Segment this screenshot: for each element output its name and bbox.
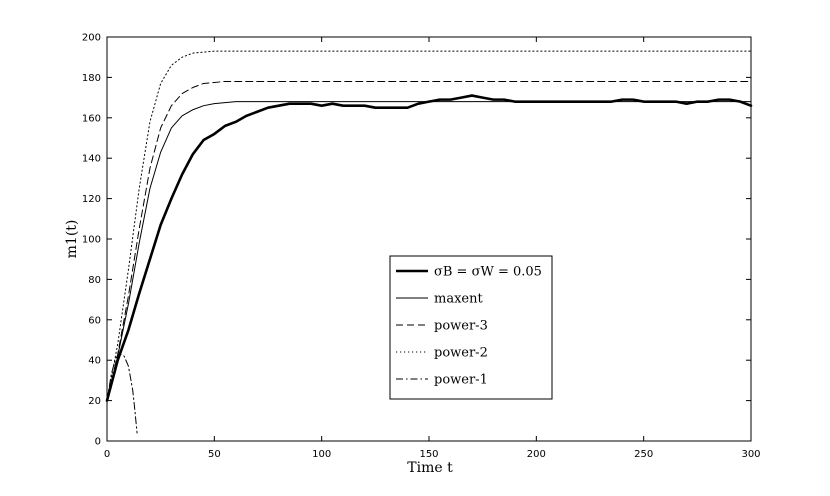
x-axis-label: Time t — [407, 460, 453, 476]
y-tick-label: 160 — [82, 113, 101, 124]
legend-box — [389, 255, 553, 400]
y-tick-label: 200 — [82, 33, 101, 44]
legend-entry-label: power-3 — [434, 319, 488, 334]
y-tick-label: 40 — [88, 356, 101, 367]
x-tick-label: 0 — [104, 449, 110, 460]
x-tick-label: 100 — [312, 449, 331, 460]
series-line-b-w-0-05 — [105, 94, 753, 402]
legend-entry-label: maxent — [434, 292, 483, 307]
x-tick-label: 50 — [208, 449, 221, 460]
x-tick-label: 200 — [527, 449, 546, 460]
y-tick-label: 120 — [82, 194, 101, 205]
y-tick-label: 0 — [95, 437, 101, 448]
y-tick-label: 20 — [88, 396, 101, 407]
legend-entry-label: σB = σW = 0.05 — [434, 265, 542, 280]
series-layer — [105, 50, 753, 434]
legend-entry-label: power-2 — [434, 346, 488, 361]
x-tick-label: 150 — [419, 449, 438, 460]
y-tick-label: 60 — [88, 315, 101, 326]
series-line-power-2 — [106, 50, 752, 402]
series-line-maxent — [106, 101, 752, 402]
y-axis-label: m1(t) — [64, 220, 80, 259]
y-tick-label: 180 — [82, 73, 101, 84]
axis-ticks: 0 50 100 150 200 250 300 0 20 40 60 80 100 120 140 160 1… — [82, 33, 761, 461]
legend-entry-label: power-1 — [434, 373, 488, 388]
y-tick-label: 140 — [82, 154, 101, 165]
legend: σB = σW = 0.05 maxent power-3 power-2 power-… — [389, 255, 553, 400]
x-tick-label: 300 — [741, 449, 760, 460]
x-tick-label: 250 — [634, 449, 653, 460]
y-tick-label: 80 — [88, 275, 101, 286]
series-line-power-3 — [106, 80, 752, 402]
y-tick-label: 100 — [82, 235, 101, 246]
